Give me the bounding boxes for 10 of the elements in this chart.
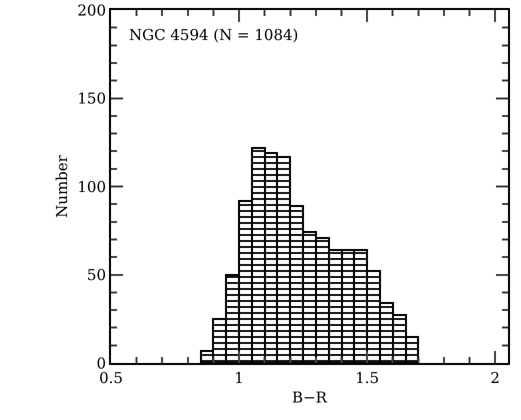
x-axis-title: B−R [292,388,328,406]
y-tick-label: 200 [77,1,106,20]
y-axis-title: Number [53,154,72,218]
annotation: NGC 4594 (N = 1084) [129,26,298,44]
x-tick-label: 1.5 [355,369,380,387]
x-tick-label: 2 [490,369,500,387]
x-tick-label: 1 [234,369,244,387]
y-tick-label: 50 [86,266,106,284]
y-tick-label: 100 [77,178,106,196]
y-tick-label: 150 [77,90,106,108]
